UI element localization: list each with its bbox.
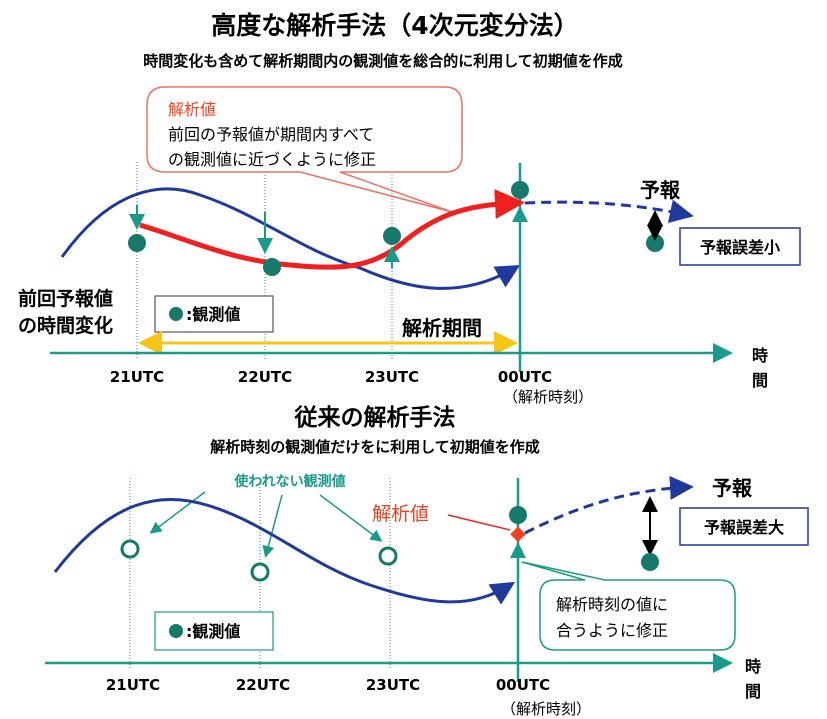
axis-label-kan: 間 <box>745 682 761 701</box>
observation-00 <box>511 181 529 199</box>
prev-forecast-label-1: 前回予報値 <box>18 287 113 310</box>
error-box-label: 予報誤差小 <box>700 238 780 257</box>
unused-arrow-23 <box>319 494 383 542</box>
observation-forecast <box>641 553 659 571</box>
analysis-value-diamond <box>510 526 526 543</box>
analysis-callout-box <box>146 86 463 213</box>
tick-23utc: 23UTC <box>366 676 420 694</box>
top-title: 高度な解析手法（4次元変分法） <box>211 11 578 40</box>
axis-label-ji: 時 <box>745 657 761 676</box>
correction-callout-box <box>521 561 736 651</box>
unused-observation-21 <box>120 539 140 559</box>
error-box <box>679 507 809 546</box>
tick-21utc: 21UTC <box>106 676 160 694</box>
correction-callout-line-1: 解析時刻の値に <box>556 595 668 614</box>
legend-dot <box>169 307 183 321</box>
observation-21 <box>128 234 146 252</box>
observation-22 <box>263 258 281 276</box>
previous-forecast-curve <box>53 497 516 605</box>
callout-line-2: の観測値に近づくように修正 <box>168 150 376 169</box>
analysis-curve <box>139 189 525 270</box>
tick-00utc: 00UTC <box>498 368 552 386</box>
legend-box <box>154 295 274 333</box>
unused-arrow-21 <box>149 491 206 534</box>
analysis-value-label: 解析値 <box>372 503 429 525</box>
bottom-subtitle: 解析時刻の観測値だけをに利用して初期値を作成 <box>210 438 540 456</box>
axis-label-kan: 間 <box>752 371 768 390</box>
unused-arrow-22 <box>262 494 283 558</box>
tick-21utc: 21UTC <box>110 368 164 386</box>
analysis-time-label: （解析時刻） <box>501 700 591 718</box>
tick-23utc: 23UTC <box>365 368 419 386</box>
forecast-label: 予報 <box>712 476 753 500</box>
analysis-value-pointer <box>447 514 511 531</box>
axis-label-ji: 時 <box>752 346 768 365</box>
forecast-label: 予報 <box>640 178 681 202</box>
tick-22utc: 22UTC <box>238 368 292 386</box>
forecast-dashed-arrow <box>524 475 694 535</box>
observation-23 <box>383 227 401 245</box>
unused-observation-23 <box>378 546 398 566</box>
tick-00utc: 00UTC <box>496 676 550 694</box>
error-box-label: 予報誤差大 <box>704 518 784 537</box>
tick-22utc: 22UTC <box>236 676 290 694</box>
unused-observation-22 <box>250 562 270 582</box>
bottom-panel: 従来の解析手法 解析時刻の観測値だけをに利用して初期値を作成 使われない観測値 … <box>45 404 809 718</box>
top-panel: 高度な解析手法（4次元変分法） 時間変化も含めて解析期間内の観測値を総合的に利用… <box>18 11 801 406</box>
forecast-dashed-arrow <box>524 199 694 224</box>
legend-label: :観測値 <box>186 305 240 324</box>
analysis-time-label: （解析時刻） <box>503 388 593 406</box>
error-box <box>679 227 801 266</box>
legend-dot <box>169 624 183 638</box>
prev-forecast-label-2: の時間変化 <box>18 314 113 337</box>
callout-line-1: 前回の予報値が期間内すべて <box>168 125 374 144</box>
legend-label: :観測値 <box>186 622 240 641</box>
analysis-period-label: 解析期間 <box>402 316 482 340</box>
unused-observations-label: 使われない観測値 <box>233 473 345 490</box>
callout-heading: 解析値 <box>168 100 216 119</box>
observation-00 <box>509 506 527 524</box>
previous-forecast-curve <box>60 187 521 290</box>
correction-callout-line-2: 合うように修正 <box>556 621 668 640</box>
bottom-title: 従来の解析手法 <box>294 404 456 431</box>
top-subtitle: 時間変化も含めて解析期間内の観測値を総合的に利用して初期値を作成 <box>143 52 623 70</box>
